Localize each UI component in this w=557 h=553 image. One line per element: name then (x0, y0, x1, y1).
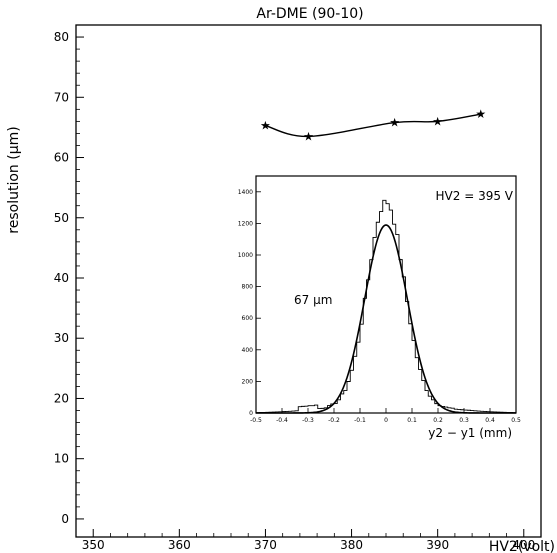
inset-gaussian-fit (256, 224, 516, 414)
main-axes: 350 360 370 380 390 400 0 10 20 30 40 50 60 70 80 (54, 30, 542, 552)
inset-x-axis-label: y2 − y1 (mm) (428, 426, 512, 440)
inset-histogram (256, 199, 516, 413)
data-point: ★ (303, 129, 314, 143)
x-tick-label: 380 (340, 538, 363, 552)
inset-y-tick-label: 1000 (238, 252, 253, 259)
inset-axes: -0.5 -0.4 -0.3 -0.2 -0.1 0 0.1 0.2 0.3 0.4 0.5 0 200… (238, 189, 521, 424)
y-tick-label: 40 (54, 271, 69, 285)
inset-frame (255, 175, 517, 414)
y-tick-label: 10 (54, 452, 69, 466)
y-tick-label: 0 (61, 512, 69, 526)
inset-y-tick-label: 1400 (238, 189, 253, 196)
inset-annotation: HV2 = 395 V (436, 189, 514, 203)
x-axis-label: HV2(volt) (489, 539, 555, 553)
x-tick-label: 390 (426, 538, 449, 552)
x-tick-label: 360 (168, 538, 191, 552)
inset-y-tick-label: 0 (249, 410, 253, 417)
inset-y-tick-label: 200 (242, 378, 254, 385)
inset-y-tick-label: 1200 (238, 220, 253, 227)
y-tick-label: 30 (54, 331, 69, 345)
y-tick-label: 20 (54, 391, 69, 405)
inset-x-tick-label: -0.3 (302, 417, 314, 424)
x-tick-label: 350 (82, 538, 105, 552)
data-point: ★ (475, 107, 486, 121)
inset-x-tick-label: 0.1 (407, 417, 417, 424)
y-tick-label: 50 (54, 211, 69, 225)
x-tick-label: 370 (254, 538, 277, 552)
inset-y-tick-label: 800 (242, 284, 254, 291)
inset-x-tick-label: 0.4 (485, 417, 495, 424)
inset-x-tick-label: 0.5 (511, 417, 521, 424)
inset-x-tick-label: 0.2 (433, 417, 443, 424)
resolution-curve (265, 113, 481, 138)
inset-x-tick-label: -0.4 (276, 417, 288, 424)
inset-x-tick-label: -0.1 (354, 417, 366, 424)
chart-title: Ar-DME (90-10) (256, 6, 363, 22)
data-point: ★ (432, 114, 443, 128)
main-plot-frame (75, 24, 542, 538)
inset-x-tick-label: 0 (384, 417, 388, 424)
y-tick-label: 70 (54, 90, 69, 104)
inset-y-tick-label: 600 (242, 315, 254, 322)
data-point: ★ (389, 116, 400, 130)
y-tick-label: 60 (54, 151, 69, 165)
data-point: ★ (260, 119, 271, 133)
inset-y-tick-label: 400 (242, 347, 254, 354)
y-axis-label: resolution (μm) (6, 126, 22, 233)
y-tick-label: 80 (54, 30, 69, 44)
inset-width-label: 67 μm (294, 293, 332, 307)
data-points: ★ ★ ★ ★ ★ (260, 107, 486, 143)
inset-x-tick-label: 0.3 (459, 417, 469, 424)
inset-x-tick-label: -0.5 (250, 417, 262, 424)
x-tick-label: 400 (512, 538, 535, 552)
inset-x-tick-label: -0.2 (328, 417, 340, 424)
